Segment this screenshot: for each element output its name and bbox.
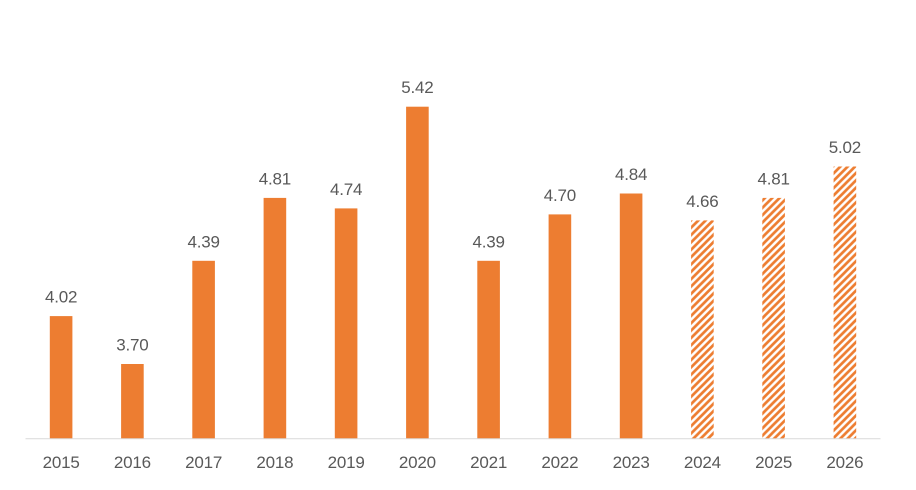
svg-text:4.70: 4.70	[544, 186, 576, 205]
svg-text:2025: 2025	[755, 453, 792, 472]
svg-text:4.39: 4.39	[187, 232, 219, 251]
svg-text:2021: 2021	[470, 453, 507, 472]
svg-text:2024: 2024	[684, 453, 721, 472]
svg-text:4.84: 4.84	[615, 165, 647, 184]
svg-text:4.81: 4.81	[259, 169, 291, 188]
svg-text:5.42: 5.42	[401, 78, 433, 97]
svg-text:4.74: 4.74	[330, 180, 362, 199]
svg-text:2023: 2023	[613, 453, 650, 472]
svg-text:4.66: 4.66	[686, 192, 718, 211]
svg-text:2015: 2015	[43, 453, 80, 472]
svg-text:4.02: 4.02	[45, 288, 77, 307]
svg-text:2016: 2016	[114, 453, 151, 472]
svg-text:4.81: 4.81	[757, 169, 789, 188]
svg-text:2022: 2022	[541, 453, 578, 472]
svg-text:5.02: 5.02	[829, 138, 861, 157]
svg-text:2020: 2020	[399, 453, 436, 472]
svg-text:2026: 2026	[826, 453, 863, 472]
svg-text:2017: 2017	[185, 453, 222, 472]
svg-text:2018: 2018	[256, 453, 293, 472]
svg-text:3.70: 3.70	[116, 336, 148, 355]
svg-text:2019: 2019	[328, 453, 365, 472]
svg-text:4.39: 4.39	[472, 232, 504, 251]
